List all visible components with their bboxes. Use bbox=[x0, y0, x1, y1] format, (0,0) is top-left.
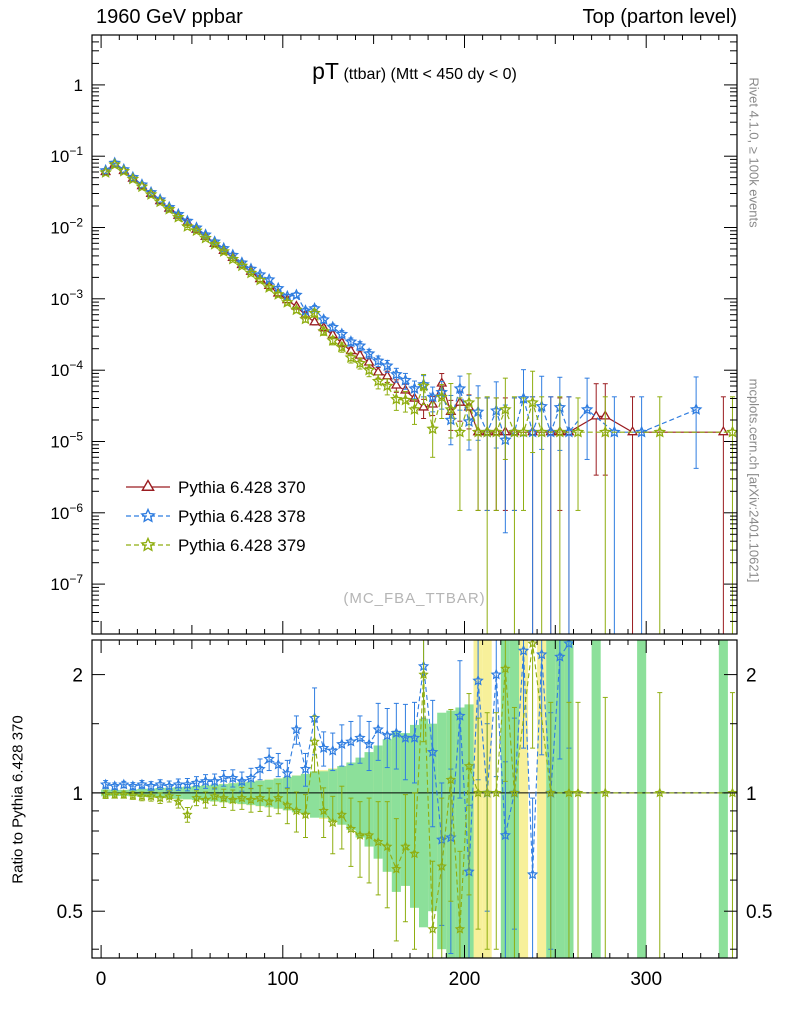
y-tick-label: 10−1 bbox=[50, 144, 83, 166]
top-series-2 bbox=[99, 158, 737, 634]
x-tick-label: 300 bbox=[630, 969, 662, 990]
ratio-tick-label-left: 2 bbox=[72, 666, 83, 687]
x-tick-label: 0 bbox=[96, 969, 107, 990]
y-tick-label: 10−6 bbox=[50, 501, 83, 523]
y-tick-label: 10−3 bbox=[50, 287, 83, 309]
axis-labels: 110−110−210−310−410−510−610−70.5 0.51 12 20… bbox=[50, 76, 772, 990]
ratio-tick-label-right: 1 bbox=[746, 784, 757, 805]
axis-ticks bbox=[92, 35, 737, 958]
x-tick-label: 100 bbox=[267, 969, 299, 990]
top-panel-frame bbox=[91, 34, 738, 635]
legend-item-0: Pythia 6.428 370 bbox=[126, 478, 306, 497]
ratio-tick-label-left: 0.5 bbox=[57, 902, 83, 923]
legend: Pythia 6.428 370 Pythia 6.428 378 Pythia 6… bbox=[126, 478, 306, 555]
legend-triangle-marker bbox=[141, 479, 155, 491]
legend-label: Pythia 6.428 378 bbox=[178, 507, 306, 526]
x-tick-label: 200 bbox=[449, 969, 481, 990]
y-tick-label: 1 bbox=[74, 76, 83, 95]
y-tick-label: 10−5 bbox=[50, 430, 83, 452]
ratio-tick-label-right: 0.5 bbox=[746, 902, 772, 923]
legend-item-1: Pythia 6.428 378 bbox=[126, 507, 306, 526]
ratio-panel-frame bbox=[91, 639, 738, 959]
y-tick-label: 10−7 bbox=[50, 572, 83, 594]
legend-item-2: Pythia 6.428 379 bbox=[126, 536, 306, 555]
y-tick-label: 10−4 bbox=[50, 358, 83, 380]
legend-star-marker bbox=[140, 507, 156, 523]
legend-label: Pythia 6.428 379 bbox=[178, 536, 306, 555]
y-tick-label: 10−2 bbox=[50, 216, 83, 238]
ratio-tick-label-left: 1 bbox=[72, 784, 83, 805]
legend-star-marker bbox=[140, 536, 156, 552]
top-series-1 bbox=[99, 156, 703, 634]
legend-label: Pythia 6.428 370 bbox=[178, 478, 306, 497]
ratio-tick-label-right: 2 bbox=[746, 666, 757, 687]
ratio-series-1 bbox=[100, 640, 737, 958]
